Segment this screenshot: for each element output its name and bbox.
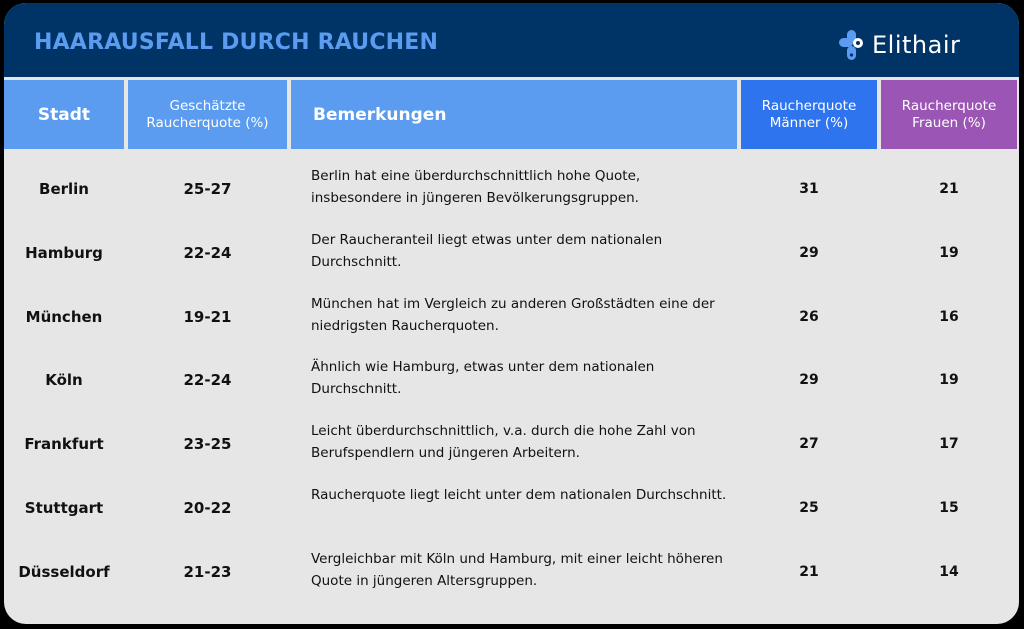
remark-cell: Ähnlich wie Hamburg, etwas unter dem nat… [311, 359, 655, 398]
title-bar: HAARAUSFALL DURCH RAUCHEN Elithair [4, 3, 1019, 77]
column-header-maenner: Raucherquote Männer (%) [741, 80, 877, 149]
brand-logo: Elithair [838, 25, 960, 65]
quote-cell: 22-24 [183, 243, 232, 262]
column-header-frauen: Raucherquote Frauen (%) [881, 80, 1017, 149]
page-title: HAARAUSFALL DURCH RAUCHEN [34, 30, 439, 55]
table-row: Düsseldorf 21-23 Vergleichbar mit Köln und… [4, 540, 1019, 604]
women-rate-cell: 17 [939, 436, 959, 453]
brand-name: Elithair [872, 31, 961, 59]
city-cell: Frankfurt [24, 435, 104, 454]
quote-cell: 22-24 [183, 371, 232, 390]
women-rate-cell: 21 [939, 181, 959, 197]
city-cell: München [25, 307, 103, 326]
men-rate-cell: 26 [799, 308, 819, 325]
men-rate-cell: 29 [799, 372, 819, 389]
remark-cell: Berlin hat eine überdurchschnittlich hoh… [311, 168, 641, 206]
table-row: Stuttgart 20-22 Raucherquote liegt leicht … [4, 476, 1019, 540]
table-row: München 19-21 München hat im Vergleich zu … [4, 285, 1019, 349]
city-cell: Hamburg [25, 243, 103, 262]
city-cell: Berlin [39, 180, 89, 198]
table-row: Frankfurt 23-25 Leicht überdurchschnittlic… [4, 412, 1019, 476]
men-rate-cell: 31 [799, 181, 819, 197]
remark-cell: Der Raucheranteil liegt etwas unter dem … [311, 231, 663, 270]
table-header: Stadt Geschätzte Raucherquote (%) Bemerk… [4, 80, 1019, 149]
remark-cell: Vergleichbar mit Köln und Hamburg, mit e… [311, 550, 723, 589]
city-cell: Köln [45, 371, 83, 390]
column-header-quote: Geschätzte Raucherquote (%) [128, 80, 287, 149]
table-row: Berlin 25-27 Berlin hat eine überdurchschn… [4, 157, 1019, 221]
table-row: Hamburg 22-24 Der Raucheranteil liegt etwa… [4, 221, 1019, 285]
quote-cell: 19-21 [183, 307, 232, 326]
quote-cell: 20-22 [183, 499, 232, 517]
quote-cell: 25-27 [183, 180, 232, 198]
women-rate-cell: 15 [939, 500, 959, 516]
women-rate-cell: 14 [939, 563, 959, 580]
men-rate-cell: 21 [799, 563, 819, 580]
infographic-card: HAARAUSFALL DURCH RAUCHEN Elithair Stadt… [4, 3, 1019, 624]
table-row: Köln 22-24 Ähnlich wie Hamburg, etwas unte… [4, 348, 1019, 412]
women-rate-cell: 19 [939, 372, 959, 389]
remark-cell: Raucherquote liegt leicht unter dem nati… [311, 487, 727, 503]
column-header-stadt: Stadt [4, 80, 124, 149]
elithair-cross-logo-icon [839, 30, 863, 60]
remark-cell: Leicht überdurchschnittlich, v.a. durch … [311, 423, 696, 462]
men-rate-cell: 25 [799, 500, 819, 516]
women-rate-cell: 16 [939, 308, 959, 325]
men-rate-cell: 29 [799, 244, 819, 261]
city-cell: Düsseldorf [18, 562, 110, 581]
quote-cell: 23-25 [183, 435, 232, 454]
remark-cell: München hat im Vergleich zu anderen Groß… [311, 295, 715, 334]
quote-cell: 21-23 [183, 562, 232, 581]
women-rate-cell: 19 [939, 244, 959, 261]
city-cell: Stuttgart [24, 499, 104, 517]
men-rate-cell: 27 [799, 436, 819, 453]
column-header-bemerkungen: Bemerkungen [291, 80, 737, 149]
